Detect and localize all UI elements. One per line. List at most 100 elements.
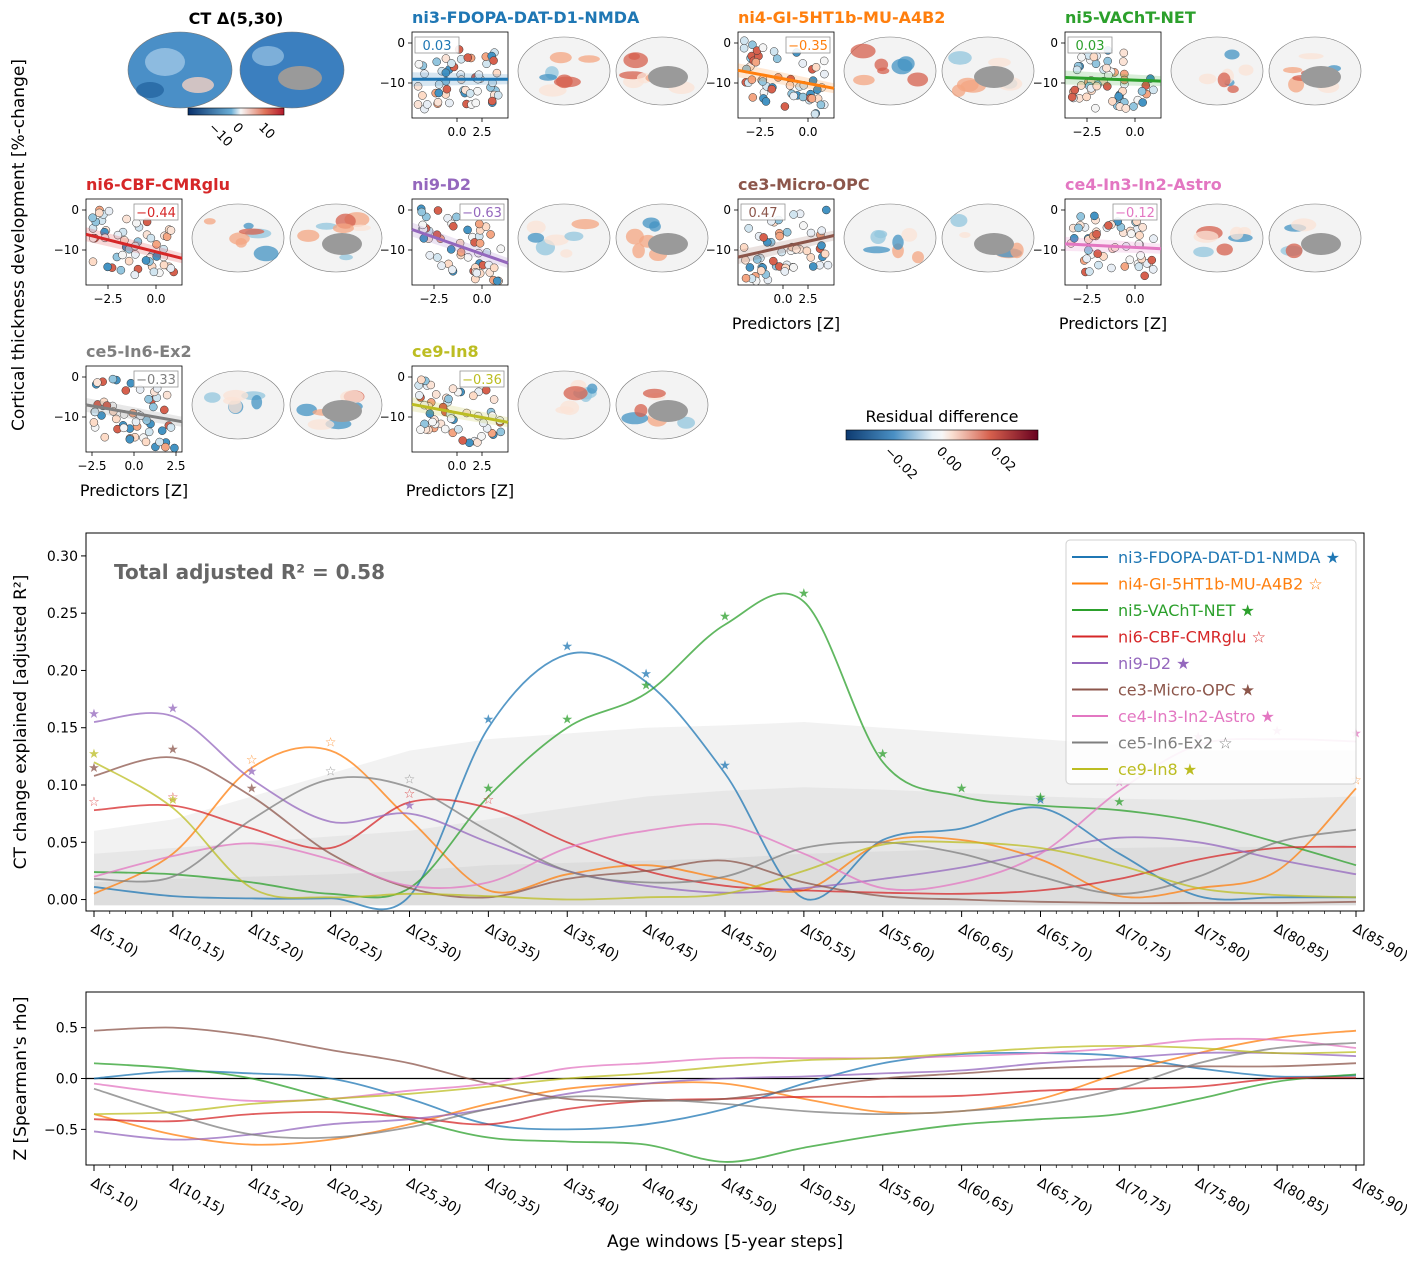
legend-label: ce5-In6-Ex2 ☆ — [1118, 734, 1233, 753]
scatter-point — [758, 77, 767, 86]
scatter-point — [1119, 48, 1129, 58]
legend-box — [1065, 539, 1357, 785]
ytick-label: 0.10 — [47, 778, 78, 794]
series-line-ce9-In8 — [93, 761, 1357, 901]
scatter-point — [448, 384, 458, 393]
scatter-point — [108, 374, 118, 384]
brain-lateral — [517, 203, 611, 273]
scatter-point — [1090, 211, 1099, 221]
scatter-point — [141, 437, 151, 447]
scatter-point — [817, 241, 826, 250]
scatter-point — [816, 100, 826, 110]
ytick-label: −10 — [54, 410, 79, 424]
brain-patch — [560, 249, 573, 258]
rho-label: −0.36 — [462, 373, 502, 388]
scatter-point — [496, 427, 506, 437]
scatter-point — [146, 233, 156, 243]
brain-patch — [874, 58, 889, 71]
scatter-point — [473, 86, 482, 96]
brain-patch — [526, 220, 546, 234]
scatter-point — [469, 391, 478, 401]
xtick-label: Δ(20,25) — [325, 921, 385, 965]
regression-line — [411, 402, 509, 424]
xtick-label: Δ(85,90) — [1350, 921, 1410, 965]
scatter-point — [475, 219, 484, 229]
scatter-point — [775, 231, 784, 241]
scatter-point — [1107, 263, 1116, 273]
panel-title: ce4-In3-In2-Astro — [1065, 175, 1222, 194]
scatter-point — [448, 265, 457, 274]
panel-title: ni3-FDOPA-DAT-D1-NMDA — [412, 8, 640, 27]
ytick-label: −10 — [706, 243, 731, 257]
scatter-point — [1082, 92, 1091, 102]
scatter-point — [1067, 92, 1077, 102]
significance-star: ★ — [561, 639, 573, 654]
xtick-label: 0.0 — [472, 292, 491, 306]
scatter-point — [493, 90, 503, 100]
scatter-point — [420, 69, 429, 78]
scatter-point — [423, 100, 432, 109]
significance-star: ☆ — [404, 772, 416, 787]
scatter-point — [1094, 260, 1103, 270]
significance-star: ★ — [956, 781, 968, 796]
xtick-label: Δ(60,65) — [956, 921, 1016, 965]
regression-line — [85, 403, 183, 424]
brain-patch — [642, 388, 666, 398]
scatter-point — [425, 251, 435, 260]
xtick-label: Δ(40,45) — [640, 921, 700, 965]
scatter-point — [166, 423, 176, 432]
ytick-label: 0 — [1050, 36, 1058, 50]
brain-medial — [615, 203, 709, 273]
scatter-point — [1120, 262, 1130, 271]
scatter-point — [144, 427, 154, 437]
panel-title: ni9-D2 — [412, 175, 471, 194]
ytick-label: −10 — [706, 76, 731, 90]
scatter-point — [434, 88, 444, 98]
scatter-point — [442, 84, 452, 94]
brain-patch — [544, 234, 569, 246]
significance-star: ★ — [1035, 791, 1047, 806]
significance-star: ★ — [1114, 795, 1126, 810]
scatter-point — [739, 243, 749, 252]
brain-patch — [563, 386, 588, 401]
scatter-point — [1149, 85, 1158, 95]
significance-star: ★ — [640, 667, 652, 682]
brain-lateral — [191, 203, 285, 273]
xtick-label: Δ(60,65) — [956, 1175, 1016, 1219]
scatter-point — [125, 435, 135, 444]
scatter-point — [810, 109, 820, 119]
regression-line — [85, 232, 183, 260]
panel-title: ce3-Micro-OPC — [738, 175, 870, 194]
scatter-point — [1092, 81, 1102, 91]
brain-patch — [950, 214, 968, 227]
xtick-label: −2.5 — [1072, 292, 1101, 306]
series-line-ni4-GI-5HT1b-MU-A4B2 — [93, 746, 1357, 899]
scatter-point — [782, 227, 792, 237]
predictors-xlabel: Predictors [Z] — [1059, 314, 1167, 333]
brain-lateral — [191, 370, 285, 440]
brain-medial — [615, 36, 709, 106]
brain-surface — [1170, 36, 1264, 106]
scatter-point — [420, 419, 429, 429]
scatter-point — [161, 442, 170, 452]
series-line-ni3-FDOPA-DAT-D1-NMDA — [93, 1051, 1357, 1131]
xtick-label: Δ(50,55) — [798, 921, 858, 965]
panel-points — [416, 204, 506, 286]
legend-label: ce9-In8 ★ — [1118, 760, 1197, 779]
scatter-point — [116, 265, 126, 275]
scatter-point — [1121, 104, 1131, 113]
rho-box — [414, 36, 460, 54]
scatter-point — [747, 75, 757, 84]
panel-points — [739, 205, 833, 286]
brain-lateral — [843, 36, 937, 106]
xtick-label: Δ(55,60) — [877, 1175, 937, 1219]
brain-patch — [560, 400, 580, 416]
xtick-label: Δ(80,85) — [1271, 1175, 1331, 1219]
scatter-point — [811, 62, 821, 72]
series-line-ce5-In6-Ex2 — [93, 1042, 1357, 1140]
brain-lateral — [1170, 36, 1264, 106]
scatter-point — [166, 226, 176, 235]
brain-patch — [203, 218, 216, 225]
scatter-point — [418, 91, 427, 100]
scatter-point — [149, 267, 159, 277]
